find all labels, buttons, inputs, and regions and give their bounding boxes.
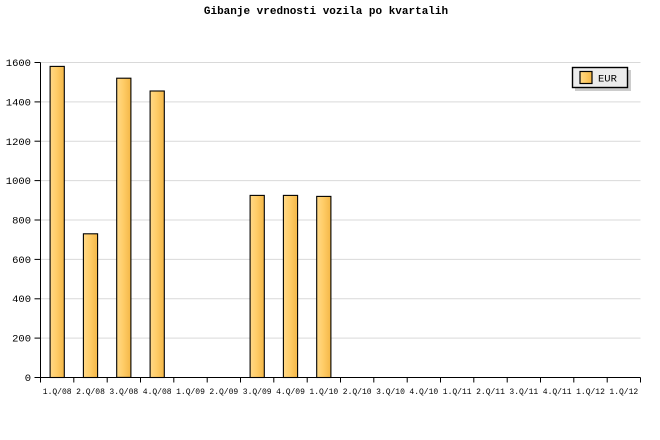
svg-text:2.Q/10: 2.Q/10 <box>343 388 372 397</box>
svg-text:1000: 1000 <box>6 176 31 188</box>
svg-text:Gibanje vrednosti vozila po kv: Gibanje vrednosti vozila po kvartalih <box>204 6 448 18</box>
svg-text:EUR: EUR <box>598 74 618 86</box>
svg-text:3.Q/08: 3.Q/08 <box>109 388 138 397</box>
svg-text:1.Q/10: 1.Q/10 <box>309 388 338 397</box>
svg-text:1.Q/11: 1.Q/11 <box>443 388 472 397</box>
svg-text:3.Q/10: 3.Q/10 <box>376 388 405 397</box>
svg-text:2.Q/08: 2.Q/08 <box>76 388 105 397</box>
svg-text:1.Q/08: 1.Q/08 <box>43 388 72 397</box>
svg-text:1.Q/12: 1.Q/12 <box>576 388 605 397</box>
svg-text:1600: 1600 <box>6 58 31 70</box>
svg-text:1.Q/12: 1.Q/12 <box>609 388 638 397</box>
svg-text:2.Q/09: 2.Q/09 <box>209 388 238 397</box>
svg-text:800: 800 <box>12 216 31 228</box>
svg-text:400: 400 <box>12 294 31 306</box>
svg-text:1400: 1400 <box>6 97 31 109</box>
svg-text:3.Q/09: 3.Q/09 <box>243 388 272 397</box>
svg-text:2.Q/11: 2.Q/11 <box>476 388 505 397</box>
svg-text:4.Q/10: 4.Q/10 <box>409 388 438 397</box>
svg-text:0: 0 <box>25 373 31 385</box>
svg-text:1.Q/09: 1.Q/09 <box>176 388 205 397</box>
svg-text:600: 600 <box>12 255 31 267</box>
svg-text:1200: 1200 <box>6 137 31 149</box>
svg-text:4.Q/09: 4.Q/09 <box>276 388 305 397</box>
svg-text:200: 200 <box>12 334 31 346</box>
svg-text:4.Q/08: 4.Q/08 <box>143 388 172 397</box>
svg-text:3.Q/11: 3.Q/11 <box>509 388 538 397</box>
svg-text:4.Q/11: 4.Q/11 <box>543 388 572 397</box>
